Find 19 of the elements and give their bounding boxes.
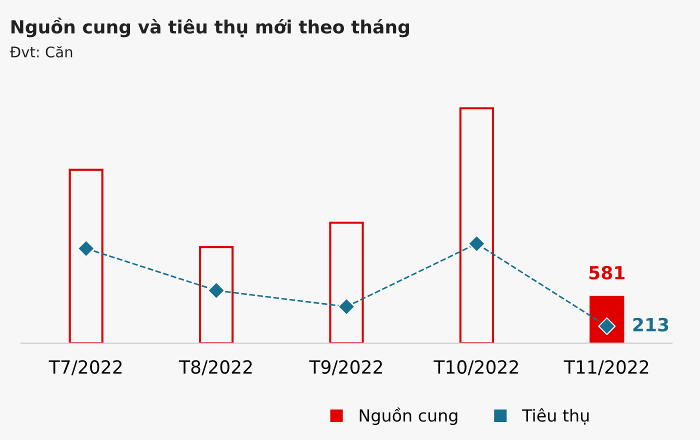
chart-subtitle: Đvt: Căn <box>10 46 72 58</box>
bar <box>68 168 104 344</box>
bar <box>198 246 234 344</box>
x-tick-label: T8/2022 <box>178 360 252 376</box>
x-tick-label: T10/2022 <box>434 360 518 376</box>
x-tick-label: T9/2022 <box>309 360 382 376</box>
point <box>468 234 486 252</box>
x-tick-label: T11/2022 <box>564 360 648 376</box>
point <box>77 240 95 258</box>
bar <box>329 222 364 344</box>
legend-label: Tiêu thụ <box>522 408 589 425</box>
chart-title: Nguồn cung và tiêu thụ mới theo tháng <box>11 18 409 38</box>
point <box>338 298 356 316</box>
data-label: 213 <box>633 318 668 332</box>
data-label: 581 <box>589 266 625 280</box>
bar <box>459 107 494 344</box>
legend-label: Nguồn cung <box>360 407 458 425</box>
point <box>208 282 226 300</box>
x-tick-label: T7/2022 <box>48 360 122 376</box>
